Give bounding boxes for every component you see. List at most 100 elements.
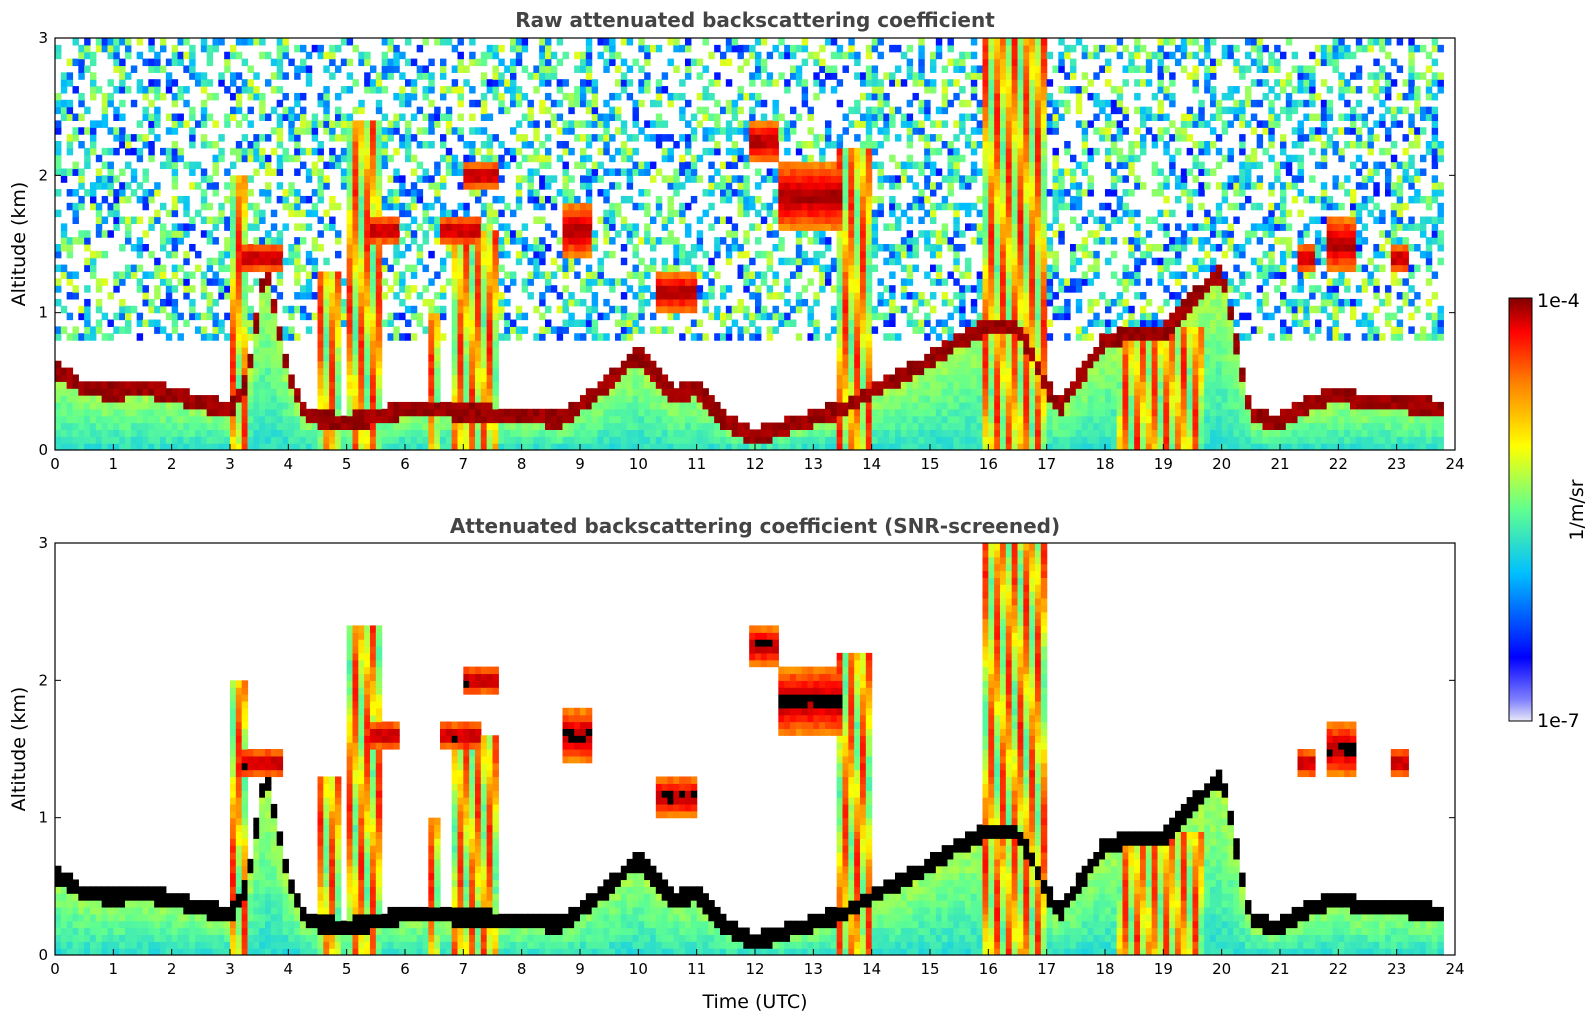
heatmap-cell — [387, 319, 394, 327]
heatmap-cell — [807, 436, 814, 444]
heatmap-cell — [702, 113, 709, 121]
heatmap-cell — [527, 141, 534, 149]
heatmap-cell — [510, 319, 517, 327]
heatmap-cell — [95, 44, 103, 53]
heatmap-cell — [270, 333, 278, 341]
heatmap-cell — [259, 326, 266, 334]
heatmap-cell — [55, 127, 62, 135]
heatmap-cell — [399, 202, 406, 211]
heatmap-cell — [265, 257, 272, 266]
heatmap-cell — [667, 326, 674, 334]
heatmap-cell — [755, 298, 762, 307]
heatmap-cell — [696, 58, 704, 67]
heatmap-cell — [60, 443, 68, 450]
heatmap-cell — [317, 244, 324, 252]
heatmap-cell — [276, 271, 284, 279]
heatmap-cell — [148, 154, 155, 163]
heatmap-cell — [580, 147, 587, 156]
heatmap-cell — [422, 237, 429, 245]
heatmap-cell — [795, 65, 803, 73]
heatmap-cell — [370, 244, 377, 252]
heatmap-cell — [101, 92, 109, 101]
heatmap-cell — [539, 326, 546, 334]
heatmap-cell — [865, 72, 873, 80]
heatmap-cell — [451, 326, 459, 334]
heatmap-cell — [836, 250, 844, 259]
heatmap-cell — [527, 257, 534, 266]
heatmap-cell — [107, 292, 114, 300]
heatmap-cell — [335, 436, 342, 444]
heatmap-cell — [585, 271, 593, 279]
heatmap-cell — [673, 436, 680, 444]
heatmap-cell — [597, 408, 604, 417]
heatmap-cell — [580, 92, 587, 101]
heatmap-cell — [749, 127, 756, 135]
heatmap-cell — [78, 44, 85, 53]
heatmap-cell — [860, 436, 867, 444]
heatmap-cell — [603, 120, 610, 128]
heatmap-cell — [702, 292, 709, 300]
heatmap-cell — [626, 319, 634, 327]
heatmap-cell — [568, 127, 575, 135]
heatmap-cell — [830, 65, 838, 73]
heatmap-cell — [760, 141, 768, 149]
heatmap-cell — [212, 182, 219, 190]
heatmap-cell — [795, 292, 803, 300]
heatmap-cell — [317, 326, 324, 334]
heatmap-cell — [836, 395, 844, 403]
heatmap-cell — [498, 443, 505, 450]
heatmap-cell — [305, 147, 313, 156]
heatmap-cell — [235, 237, 243, 245]
heatmap-cell — [900, 244, 908, 252]
heatmap-cell — [416, 127, 424, 135]
heatmap-cell — [679, 79, 686, 87]
heatmap-cell — [416, 65, 424, 73]
heatmap-cell — [66, 106, 74, 115]
heatmap-cell — [375, 106, 383, 115]
heatmap-cell — [673, 44, 680, 53]
heatmap-cell — [405, 127, 412, 135]
heatmap-cell — [475, 189, 482, 197]
heatmap-cell — [195, 395, 202, 403]
heatmap-cell — [66, 408, 74, 417]
heatmap-cell — [673, 395, 680, 403]
heatmap-cell — [585, 182, 593, 190]
heatmap-cell — [136, 381, 144, 389]
heatmap-cell — [90, 264, 97, 273]
heatmap-cell — [410, 422, 418, 430]
heatmap-cell — [807, 168, 814, 176]
heatmap-cell — [294, 134, 301, 142]
heatmap-cell — [329, 443, 336, 450]
heatmap-cell — [848, 244, 855, 252]
heatmap-cell — [230, 436, 237, 444]
heatmap-cell — [60, 244, 68, 252]
heatmap-cell — [766, 51, 774, 60]
heatmap-cell — [276, 141, 284, 149]
heatmap-cell — [405, 408, 412, 417]
heatmap-cell — [434, 326, 441, 334]
heatmap-cell — [603, 58, 610, 67]
heatmap-cell — [195, 422, 202, 430]
heatmap-cell — [918, 51, 925, 60]
heatmap-cell — [498, 278, 505, 286]
heatmap-cell — [679, 292, 686, 300]
heatmap-cell — [352, 237, 359, 245]
heatmap-cell — [644, 161, 651, 170]
heatmap-cell — [836, 99, 844, 108]
heatmap-cell — [591, 99, 599, 108]
heatmap-cell — [918, 44, 925, 53]
heatmap-cell — [632, 326, 639, 334]
heatmap-cell — [889, 333, 896, 341]
heatmap-cell — [265, 298, 272, 307]
heatmap-cell — [626, 353, 634, 362]
heatmap-cell — [212, 395, 219, 403]
heatmap-cell — [457, 237, 464, 245]
heatmap-cell — [795, 237, 803, 245]
heatmap-cell — [667, 298, 674, 307]
heatmap-cell — [346, 168, 354, 176]
heatmap-cell — [101, 99, 109, 108]
heatmap-cell — [521, 237, 529, 245]
heatmap-cell — [189, 72, 196, 80]
heatmap-cell — [370, 209, 377, 218]
heatmap-cell — [679, 429, 686, 437]
